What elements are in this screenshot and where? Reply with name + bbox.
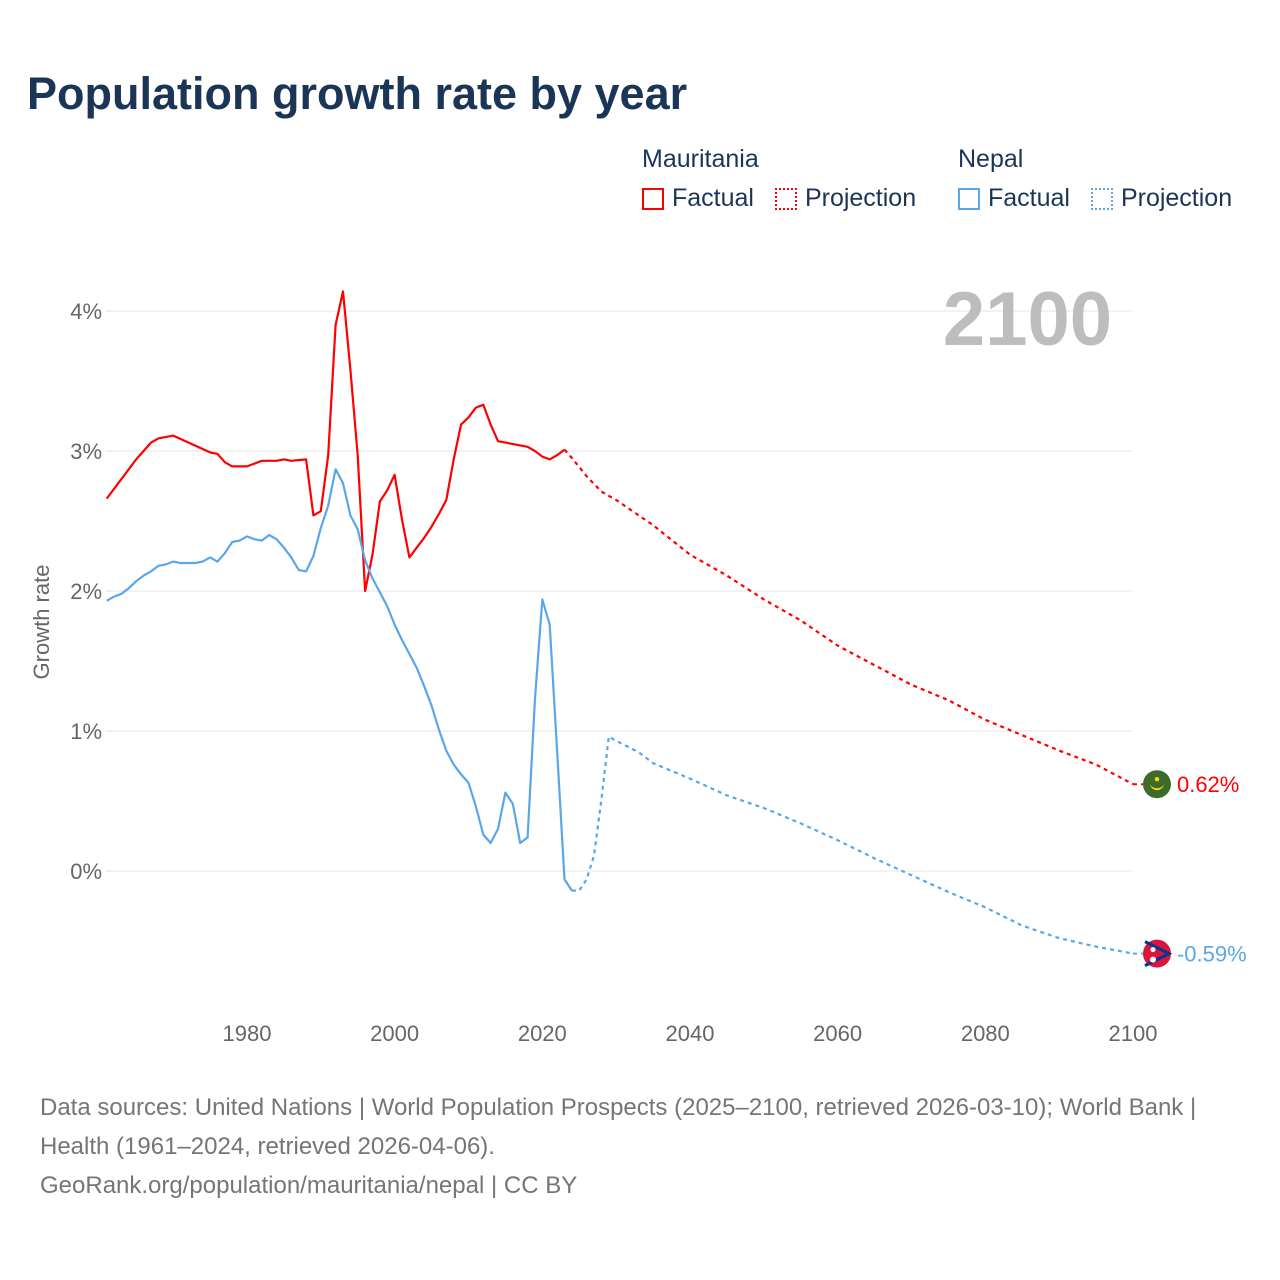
nepal-end-label: -0.59% — [1177, 942, 1247, 967]
legend-item-mauritania-factual[interactable]: Factual — [642, 184, 754, 213]
year-label: 2100 — [942, 277, 1112, 362]
y-tick-label: 3% — [70, 439, 102, 464]
y-tick-label: 4% — [70, 299, 102, 324]
legend-group-nepal: Nepal Factual Projection — [958, 145, 1232, 217]
legend-swatch-dotted — [774, 187, 797, 210]
x-tick-label: 2040 — [666, 1021, 715, 1046]
mauritania-flag-icon — [1142, 770, 1171, 799]
y-tick-label: 0% — [70, 859, 102, 884]
star-icon — [1154, 777, 1160, 782]
legend-group-mauritania: Mauritania Factual Projection — [642, 145, 930, 217]
legend-item-nepal-factual[interactable]: Factual — [958, 184, 1070, 213]
legend-label: Projection — [1120, 184, 1233, 212]
sun-icon — [1149, 956, 1156, 963]
legend-item-mauritania-projection[interactable]: Projection — [774, 184, 917, 213]
legend-label: Projection — [804, 184, 917, 212]
credit-link[interactable]: GeoRank.org/population/mauritania/nepal … — [40, 1172, 578, 1199]
data-sources: Data sources: United Nations | World Pop… — [40, 1094, 1197, 1160]
x-tick-label: 2020 — [518, 1021, 567, 1046]
crescent-icon — [1149, 783, 1164, 791]
nepal-factual-line — [106, 468, 573, 892]
nepal-flag-icon — [1142, 939, 1171, 968]
footer: Data sources: United Nations | World Pop… — [40, 1088, 1240, 1205]
mauritania-projection-line — [563, 448, 1134, 786]
legend-group-label: Nepal — [958, 145, 1024, 173]
y-tick-label: 1% — [70, 719, 102, 744]
moon-icon — [1150, 947, 1156, 953]
legend-swatch-dotted — [1090, 187, 1113, 210]
chart-title: Population growth rate by year — [27, 68, 688, 119]
legend-label: Factual — [672, 184, 754, 212]
x-tick-label: 2060 — [813, 1021, 862, 1046]
legend-item-nepal-projection[interactable]: Projection — [1090, 184, 1233, 213]
legend-label: Factual — [988, 184, 1070, 212]
mauritania-factual-line — [105, 290, 566, 593]
x-tick-label: 2100 — [1109, 1021, 1158, 1046]
legend-swatch-solid — [958, 187, 980, 210]
y-tick-label: 2% — [70, 579, 102, 604]
mauritania-end-label: 0.62% — [1177, 772, 1239, 797]
x-tick-label: 2000 — [370, 1021, 419, 1046]
legend-swatch-solid — [642, 187, 664, 210]
nepal-projection-line — [571, 734, 1134, 955]
x-tick-label: 2080 — [961, 1021, 1010, 1046]
x-tick-label: 1980 — [223, 1021, 272, 1046]
y-axis-label: Growth rate — [29, 564, 54, 680]
legend-group-label: Mauritania — [642, 145, 759, 173]
